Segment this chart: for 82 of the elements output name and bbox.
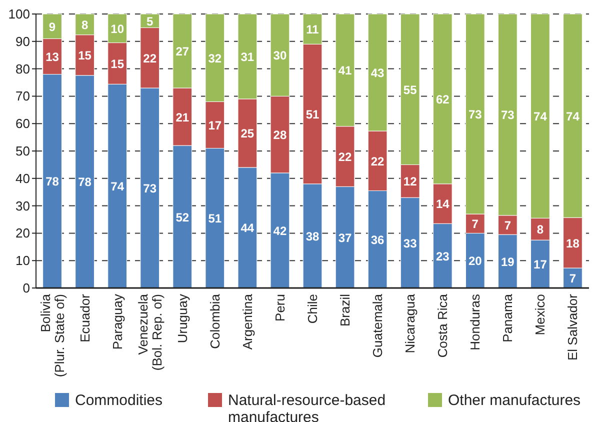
data-label: 17	[208, 118, 222, 132]
y-tick-label: 10	[16, 253, 30, 268]
data-label: 15	[78, 48, 92, 63]
data-label: 31	[240, 50, 254, 64]
data-label: 8	[536, 222, 544, 237]
y-tick-label: 40	[16, 170, 30, 186]
x-tick-label: Costa Rica	[435, 293, 450, 358]
data-label: 17	[534, 258, 548, 272]
data-label: 9	[48, 20, 56, 34]
data-label: 73	[143, 181, 157, 196]
x-tick-label: Brazil	[338, 294, 353, 327]
data-label: 5	[146, 14, 154, 28]
y-tick-label: 60	[16, 116, 30, 132]
data-label: 51	[208, 212, 222, 226]
data-label: 42	[273, 224, 287, 238]
data-label: 20	[468, 254, 482, 268]
x-tick-label: Panama	[500, 293, 516, 342]
legend-label: Other manufactures	[448, 392, 581, 409]
y-tick-label: 0	[22, 280, 30, 296]
data-label: 10	[110, 22, 124, 36]
y-tick-label: 30	[16, 198, 30, 214]
data-label: 23	[436, 249, 450, 264]
data-label: 27	[176, 44, 190, 58]
data-label: 7	[569, 272, 576, 286]
data-label: 7	[472, 217, 479, 232]
y-tick-label: 50	[16, 144, 30, 158]
data-label: 25	[240, 126, 254, 141]
legend-label: Commodities	[75, 392, 163, 409]
data-label: 37	[338, 230, 352, 245]
x-tick-label: Colombia	[207, 293, 222, 349]
data-label: 11	[306, 22, 320, 37]
data-label: 51	[306, 108, 320, 122]
legend-label: Natural-resource-based manufactures	[228, 392, 386, 422]
x-tick-label: Honduras	[468, 294, 483, 350]
data-label: 62	[436, 92, 450, 106]
data-label: 74	[566, 109, 580, 124]
x-tick-label: Bolivia (Plur. State of)	[38, 293, 67, 378]
data-label: 18	[566, 236, 580, 250]
x-tick-label: Nicaragua	[402, 293, 418, 354]
data-label: 32	[208, 51, 222, 66]
data-label: 78	[78, 175, 92, 190]
data-label: 7	[504, 218, 512, 232]
x-tick-label: Paraguay	[110, 294, 125, 350]
data-label: 73	[468, 108, 482, 122]
x-tick-label: Peru	[272, 294, 288, 322]
data-label: 8	[81, 18, 88, 32]
data-label: 52	[176, 210, 190, 224]
data-label: 22	[143, 51, 157, 66]
x-tick-label: Ecuador	[77, 293, 92, 342]
data-label: 55	[403, 82, 418, 97]
data-label: 73	[500, 108, 515, 122]
data-label: 19	[500, 254, 515, 269]
data-label: 44	[240, 221, 254, 236]
x-tick-label: Uruguay	[174, 294, 190, 344]
y-tick-label: 90	[16, 34, 30, 49]
y-tick-label: 80	[16, 61, 30, 76]
data-label: 21	[176, 110, 190, 124]
x-tick-label: Venezuela (Bol. Rep. of)	[135, 293, 164, 371]
x-tick-label: Mexico	[532, 294, 548, 336]
x-tick-label: El Salvador	[565, 293, 580, 360]
data-label: 41	[338, 64, 352, 78]
data-label: 22	[338, 150, 352, 164]
data-label: 28	[273, 128, 287, 142]
data-label: 12	[403, 174, 418, 189]
y-tick-label: 20	[16, 226, 30, 241]
data-label: 74	[534, 110, 548, 124]
data-label: 14	[436, 197, 450, 212]
data-label: 43	[370, 66, 385, 80]
data-label: 13	[46, 50, 60, 64]
y-tick-label: 100	[8, 6, 30, 22]
x-tick-label: Guatemala	[370, 293, 386, 358]
x-tick-label: Chile	[305, 294, 320, 324]
data-label: 30	[273, 48, 287, 63]
data-label: 38	[306, 229, 320, 244]
data-label: 78	[46, 174, 60, 189]
data-label: 33	[403, 236, 418, 250]
data-label: 15	[110, 56, 124, 71]
data-label: 36	[370, 232, 385, 247]
data-label: 74	[110, 180, 124, 194]
data-label: 22	[370, 154, 385, 168]
y-tick-label: 70	[16, 88, 30, 104]
x-tick-label: Argentina	[240, 293, 255, 350]
